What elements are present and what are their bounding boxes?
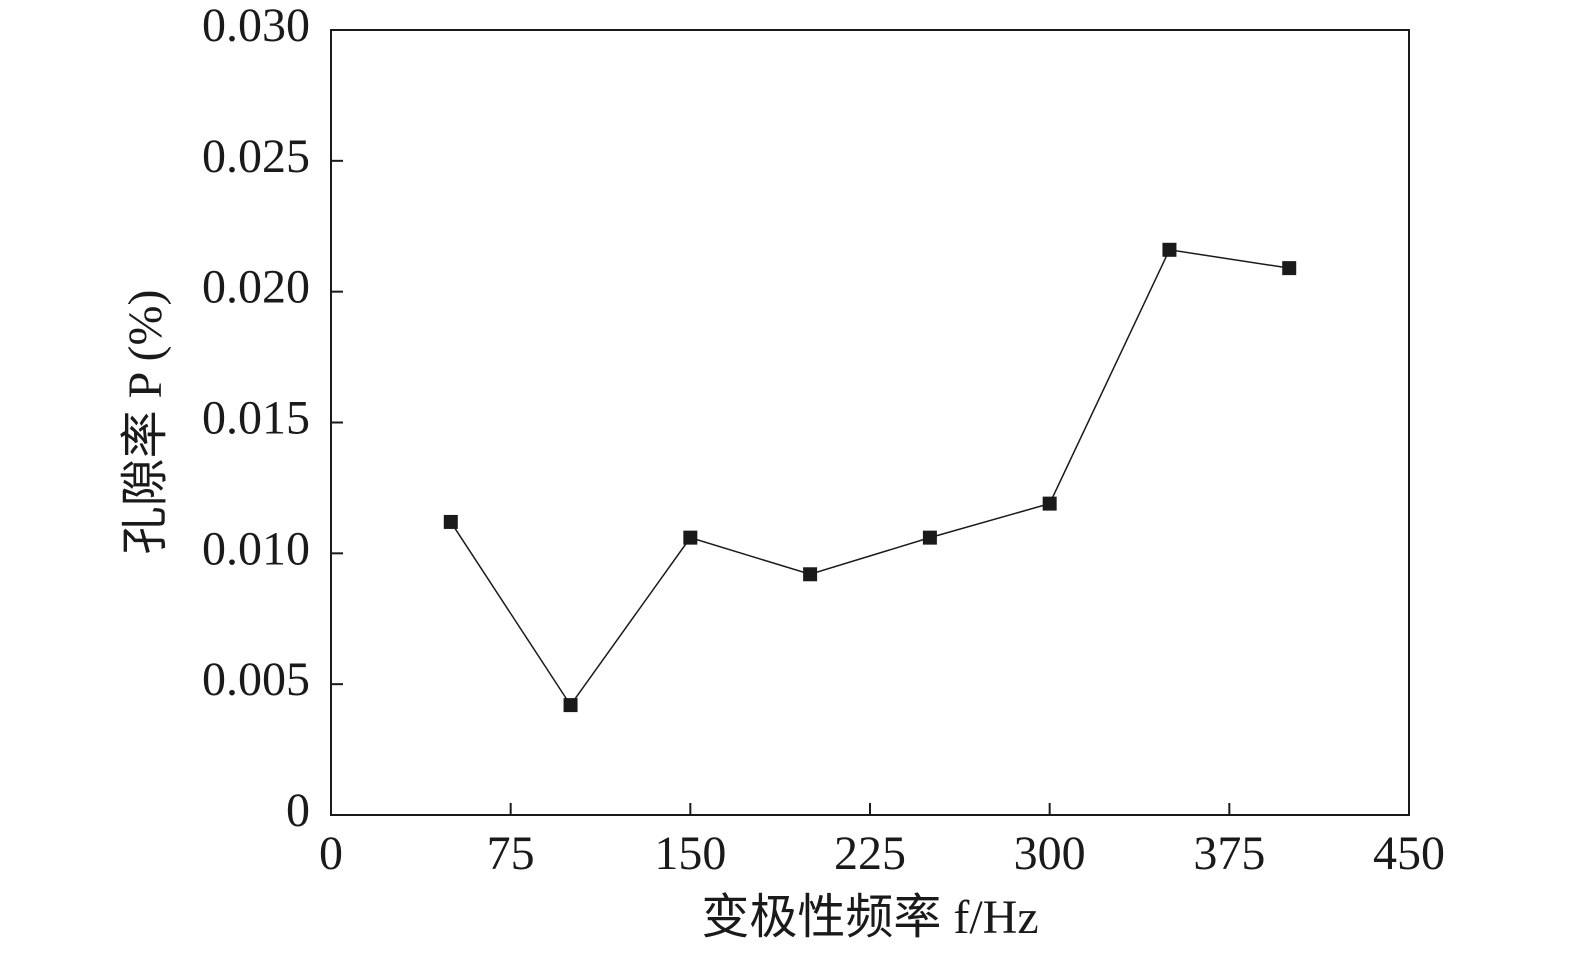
data-line [450, 248, 1290, 707]
data-point [683, 530, 698, 545]
x-tick-label: 150 [654, 827, 726, 880]
data-point [1282, 261, 1297, 276]
data-point [803, 567, 818, 582]
y-axis-label: 孔隙率 P (%) [119, 290, 172, 555]
data-point [1042, 496, 1057, 511]
x-tick-label: 75 [487, 827, 535, 880]
plot-frame [330, 29, 1410, 816]
x-axis-label: 变极性频率 f/Hz [701, 891, 1038, 944]
y-tick-label: 0.030 [202, 0, 310, 52]
data-point [1162, 242, 1177, 257]
y-tick-label: 0.010 [202, 522, 310, 575]
x-tick-label: 0 [319, 827, 343, 880]
y-tick-label: 0.020 [202, 261, 310, 314]
y-tick-label: 0.025 [202, 130, 310, 183]
data-point [563, 698, 578, 713]
y-tick-label: 0.005 [202, 653, 310, 706]
y-tick-label: 0 [286, 784, 310, 837]
x-tick-label: 300 [1014, 827, 1086, 880]
x-tick-label: 375 [1193, 827, 1265, 880]
x-tick-label: 450 [1373, 827, 1445, 880]
x-tick-label: 225 [834, 827, 906, 880]
data-point [443, 514, 458, 529]
y-tick-label: 0.015 [202, 392, 310, 445]
data-point [922, 530, 937, 545]
